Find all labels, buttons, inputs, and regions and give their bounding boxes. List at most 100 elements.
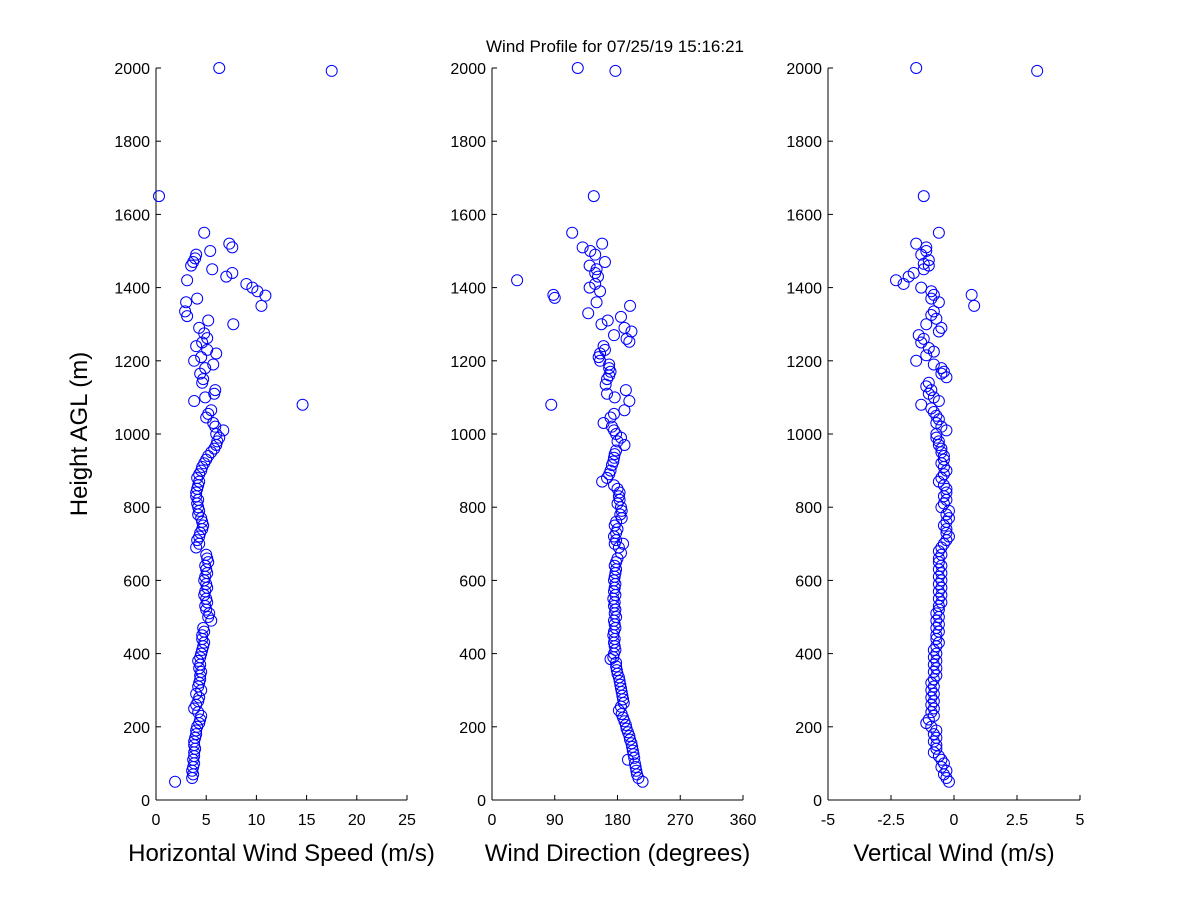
y-tick-label: 0 <box>477 793 486 810</box>
data-point <box>548 291 561 304</box>
data-point <box>935 442 948 455</box>
y-tick-label: 800 <box>459 500 486 517</box>
data-point <box>925 698 938 711</box>
x-tick-label: 5 <box>202 812 211 829</box>
data-point <box>590 296 603 309</box>
data-point <box>935 362 948 375</box>
data-point <box>927 702 940 715</box>
data-point <box>207 358 220 371</box>
y-tick-label: 1400 <box>450 281 486 298</box>
data-point <box>942 530 955 543</box>
y-tick-label: 1000 <box>114 427 150 444</box>
x-axis-label: Horizontal Wind Speed (m/s) <box>128 840 435 867</box>
data-point <box>181 274 194 287</box>
data-point <box>890 274 903 287</box>
data-point <box>185 259 198 272</box>
y-tick-label: 400 <box>459 647 486 664</box>
data-point <box>608 329 621 342</box>
data-point <box>608 407 621 420</box>
x-tick-label: 25 <box>398 812 416 829</box>
data-point <box>200 411 213 424</box>
data-point <box>920 318 933 331</box>
data-point <box>623 335 636 348</box>
data-point <box>621 753 634 766</box>
data-point <box>618 404 631 417</box>
data-point <box>935 581 948 594</box>
data-point <box>932 438 945 451</box>
data-point <box>186 772 199 785</box>
data-point <box>910 62 923 74</box>
data-point <box>636 775 649 788</box>
data-point <box>932 296 945 309</box>
y-tick-label: 600 <box>459 573 486 590</box>
data-point <box>618 321 631 334</box>
data-point <box>188 702 201 715</box>
data-point <box>610 660 623 673</box>
data-point <box>190 248 203 261</box>
data-point <box>927 305 940 318</box>
y-tick-label: 800 <box>795 500 822 517</box>
data-point <box>927 345 940 358</box>
data-point <box>932 618 945 631</box>
x-tick-label: 10 <box>248 812 266 829</box>
data-point <box>910 237 923 250</box>
data-point <box>930 742 943 755</box>
data-point <box>608 448 621 461</box>
data-point <box>930 409 943 422</box>
data-point <box>612 704 625 717</box>
data-point <box>927 687 940 700</box>
data-point <box>227 318 240 331</box>
data-point <box>240 277 253 290</box>
data-point <box>932 585 945 598</box>
x-tick-label: 0 <box>152 812 161 829</box>
data-point <box>205 404 218 417</box>
y-tick-label: 1800 <box>786 134 822 151</box>
data-point <box>601 471 614 484</box>
data-point <box>190 541 203 554</box>
data-point <box>935 567 948 580</box>
data-point <box>589 248 602 261</box>
data-point <box>614 431 627 444</box>
data-point <box>201 552 214 565</box>
data-point <box>968 299 981 312</box>
data-point <box>940 526 953 539</box>
data-point <box>935 321 948 334</box>
data-point <box>925 285 938 298</box>
data-point <box>935 471 948 484</box>
data-point <box>608 519 621 532</box>
data-point <box>220 270 233 283</box>
data-point <box>915 398 928 411</box>
data-point <box>617 537 630 550</box>
data-point <box>608 391 621 404</box>
data-point <box>598 343 611 356</box>
data-point <box>200 603 213 616</box>
data-point <box>197 640 210 653</box>
data-point <box>617 693 630 706</box>
y-tick-label: 1000 <box>450 427 486 444</box>
data-point <box>205 446 218 459</box>
data-point <box>587 190 600 203</box>
data-point <box>937 497 950 510</box>
data-point <box>226 266 239 279</box>
data-point <box>601 373 614 386</box>
x-axis-label: Wind Direction (degrees) <box>485 840 750 867</box>
y-tick-label: 600 <box>795 573 822 590</box>
data-point <box>930 428 943 440</box>
data-point <box>198 636 211 649</box>
panel-horizontal-wind-speed: 0 200 400 600 800 1000 1200 1400 1600 1800 2000 0 5 1… <box>66 61 435 867</box>
x-tick-label: 180 <box>604 812 631 829</box>
data-point <box>194 713 207 726</box>
data-point <box>927 406 940 419</box>
y-tick-label: 600 <box>123 573 150 590</box>
x-tick-label: -2.5 <box>877 812 905 829</box>
y-tick-label: 1600 <box>450 207 486 224</box>
data-point <box>611 497 624 510</box>
data-point <box>932 413 945 426</box>
data-point <box>204 245 217 257</box>
data-point <box>897 277 910 290</box>
data-point <box>181 310 194 323</box>
data-point <box>202 314 215 327</box>
figure-title: Wind Profile for 07/25/19 15:16:21 <box>486 37 744 56</box>
data-point <box>205 614 218 627</box>
